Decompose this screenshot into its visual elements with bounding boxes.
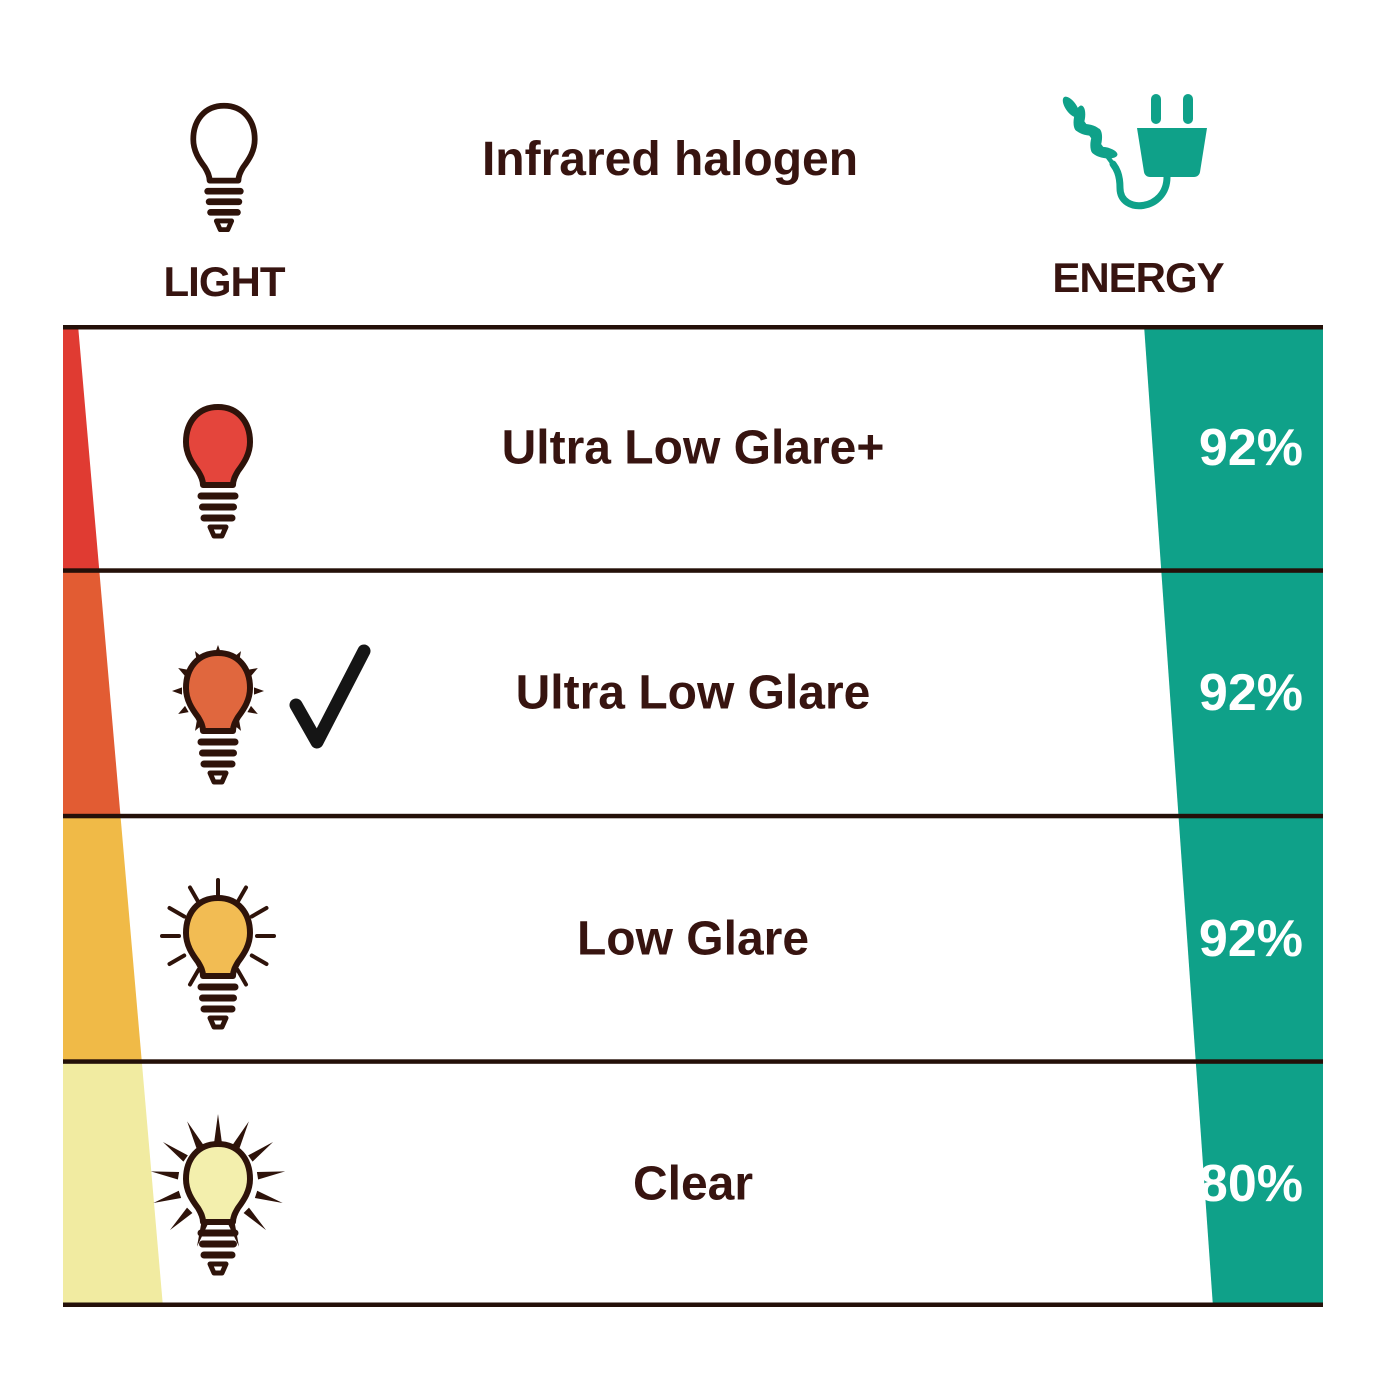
checkmark-icon — [289, 644, 371, 748]
row-label: Ultra Low Glare — [515, 666, 871, 720]
table-row: Clear 80% — [63, 1062, 1323, 1308]
energy-percent: 92% — [1198, 418, 1303, 477]
bulb-amber-rays-icon — [160, 878, 276, 1039]
energy-percent: 92% — [1198, 664, 1303, 723]
light-wedge-band-4 — [63, 1061, 163, 1307]
energy-column-label: ENERGY — [1052, 254, 1224, 301]
energy-percent: 80% — [1198, 1155, 1303, 1214]
bulb-outline-icon — [176, 100, 272, 244]
table-border-top — [63, 325, 1323, 330]
row-label: Ultra Low Glare+ — [501, 421, 885, 475]
page-title: Infrared halogen — [481, 133, 859, 186]
table-row: Ultra Low Glare+ 92% — [63, 325, 1323, 571]
row-divider-2 — [63, 813, 1323, 819]
row-label: Low Glare — [576, 912, 810, 966]
eco-plug-icon — [1062, 94, 1207, 210]
table-background — [63, 325, 1323, 1307]
row-label: Clear — [632, 1157, 754, 1211]
energy-column-header: ENERGY — [1040, 90, 1236, 302]
light-column-label: LIGHT — [163, 258, 286, 305]
row-divider-3 — [63, 1059, 1323, 1064]
table-row: Low Glare 92% — [63, 816, 1323, 1062]
table-border-bottom — [63, 1302, 1323, 1307]
bulb-pale-rays-icon — [150, 1113, 286, 1285]
bulb-orange-rays-icon — [172, 644, 264, 794]
row-divider-1 — [63, 568, 1323, 573]
light-wedge-band-3 — [63, 816, 142, 1062]
bulb-red-icon — [138, 373, 308, 548]
table-row: Ultra Low Glare 92% — [63, 571, 1323, 817]
light-column-header: LIGHT — [138, 100, 310, 306]
light-wedge-band-1 — [63, 325, 100, 571]
comparison-table: Ultra Low Glare+ 92% Ultra Low Glare 92%… — [63, 325, 1323, 1307]
light-wedge-band-2 — [63, 570, 121, 816]
energy-percent: 92% — [1198, 909, 1303, 968]
leaf-icon — [1062, 96, 1118, 167]
